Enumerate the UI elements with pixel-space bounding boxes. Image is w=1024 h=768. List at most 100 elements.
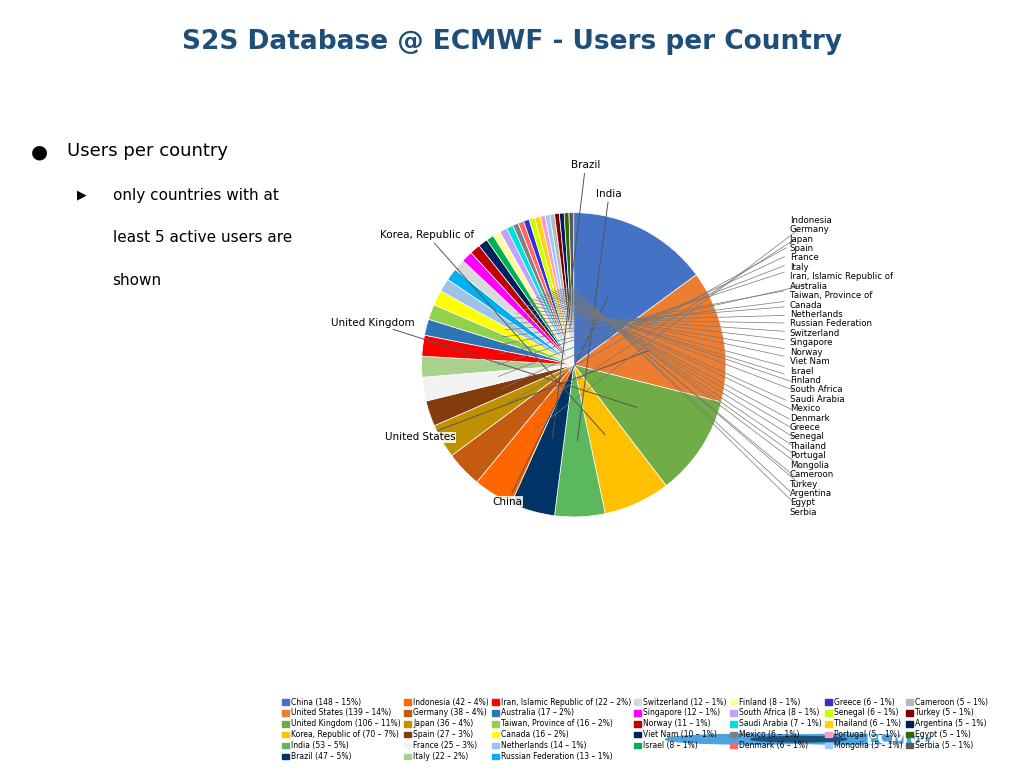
Text: Finland: Finland — [537, 297, 820, 385]
Text: Serbia: Serbia — [574, 288, 817, 517]
Bar — [0, 255, 379, 287]
Text: Taiwan, Province of: Taiwan, Province of — [503, 291, 872, 337]
Wedge shape — [425, 319, 573, 365]
Wedge shape — [422, 356, 573, 377]
Text: South Africa: South Africa — [540, 296, 843, 395]
Text: Russian Federation: Russian Federation — [513, 318, 871, 329]
Wedge shape — [573, 275, 726, 402]
Wedge shape — [518, 221, 573, 365]
Bar — [0, 352, 379, 384]
Text: ●: ● — [31, 142, 48, 161]
Bar — [0, 94, 379, 126]
Text: Cameroon: Cameroon — [564, 288, 834, 479]
Text: China: China — [493, 296, 608, 507]
Text: Reading  1.4.2019: Reading 1.4.2019 — [415, 732, 548, 746]
Wedge shape — [513, 223, 573, 365]
Text: ▶: ▶ — [77, 188, 86, 201]
Wedge shape — [440, 280, 573, 365]
Text: only countries with at: only countries with at — [113, 188, 279, 204]
Wedge shape — [456, 260, 573, 365]
Text: Norway: Norway — [525, 305, 822, 356]
Wedge shape — [422, 335, 573, 365]
Text: S2S Database @ ECMWF - Users per Country: S2S Database @ ECMWF - Users per Country — [182, 29, 842, 55]
Wedge shape — [573, 213, 696, 365]
Wedge shape — [447, 270, 573, 365]
Text: shown: shown — [113, 273, 162, 288]
Text: Viet Nam: Viet Nam — [529, 302, 829, 366]
Wedge shape — [564, 213, 573, 365]
Wedge shape — [500, 228, 573, 365]
Text: United Kingdom: United Kingdom — [332, 318, 637, 408]
Wedge shape — [452, 365, 573, 482]
Text: Israel: Israel — [532, 300, 813, 376]
Wedge shape — [541, 215, 573, 365]
Text: Users per country: Users per country — [67, 142, 227, 160]
Wedge shape — [555, 365, 605, 517]
Bar — [0, 61, 379, 94]
Wedge shape — [463, 253, 573, 365]
Wedge shape — [494, 232, 573, 365]
Text: least 5 active users are: least 5 active users are — [113, 230, 292, 246]
Wedge shape — [535, 217, 573, 365]
Bar — [0, 223, 379, 255]
Wedge shape — [573, 365, 721, 485]
Text: Canada: Canada — [506, 300, 822, 329]
Text: Egypt: Egypt — [572, 288, 815, 508]
Text: Indonesia: Indonesia — [535, 216, 831, 430]
Text: Brazil: Brazil — [553, 160, 600, 439]
Text: Netherlands: Netherlands — [509, 310, 843, 323]
Circle shape — [751, 737, 847, 742]
Text: Iran, Islamic Republic of: Iran, Islamic Republic of — [498, 273, 893, 354]
Wedge shape — [559, 213, 573, 365]
Text: S2S steering committee: S2S steering committee — [86, 732, 262, 746]
Text: Germany: Germany — [519, 225, 829, 418]
Wedge shape — [422, 365, 573, 401]
Text: Mexico: Mexico — [546, 293, 820, 413]
Bar — [0, 610, 379, 642]
Text: ECMWF: ECMWF — [865, 730, 941, 748]
Text: Portugal: Portugal — [560, 289, 825, 460]
Circle shape — [758, 734, 932, 744]
Wedge shape — [555, 214, 573, 365]
Wedge shape — [477, 365, 573, 504]
Text: Japan: Japan — [508, 234, 814, 403]
Bar — [0, 416, 379, 449]
Text: Saudi Arabia: Saudi Arabia — [543, 294, 845, 404]
Circle shape — [666, 734, 840, 744]
Text: Argentina: Argentina — [569, 288, 831, 498]
Text: Thailand: Thailand — [557, 290, 826, 451]
Legend: China (148 – 15%), United States (139 – 14%), United Kingdom (106 – 11%), Korea,: China (148 – 15%), United States (139 – … — [279, 694, 991, 764]
Text: India: India — [578, 189, 622, 441]
Text: France: France — [499, 253, 818, 376]
Wedge shape — [486, 236, 573, 365]
Text: Greece: Greece — [552, 291, 820, 432]
Text: United States: United States — [385, 351, 649, 442]
Bar — [0, 449, 379, 481]
Wedge shape — [507, 225, 573, 365]
Wedge shape — [511, 365, 573, 516]
Bar — [0, 545, 379, 578]
Text: Australia: Australia — [500, 282, 827, 345]
Bar — [0, 513, 379, 545]
Wedge shape — [573, 365, 666, 514]
Bar — [0, 578, 379, 610]
Text: Korea, Republic of: Korea, Republic of — [381, 230, 605, 435]
Wedge shape — [471, 246, 573, 365]
Text: Turkey: Turkey — [567, 288, 818, 488]
Wedge shape — [434, 291, 573, 365]
Wedge shape — [550, 214, 573, 365]
Bar — [0, 642, 379, 674]
Bar — [0, 287, 379, 319]
Text: Mongolia: Mongolia — [562, 289, 828, 470]
Wedge shape — [523, 220, 573, 365]
Wedge shape — [569, 213, 573, 365]
Wedge shape — [434, 365, 573, 455]
Wedge shape — [529, 218, 573, 365]
Bar — [0, 190, 379, 223]
Text: Switzerland: Switzerland — [517, 313, 840, 338]
Wedge shape — [426, 365, 573, 425]
Bar — [0, 158, 379, 190]
Bar — [0, 384, 379, 416]
Bar — [0, 126, 379, 158]
Text: Singapore: Singapore — [521, 309, 834, 347]
